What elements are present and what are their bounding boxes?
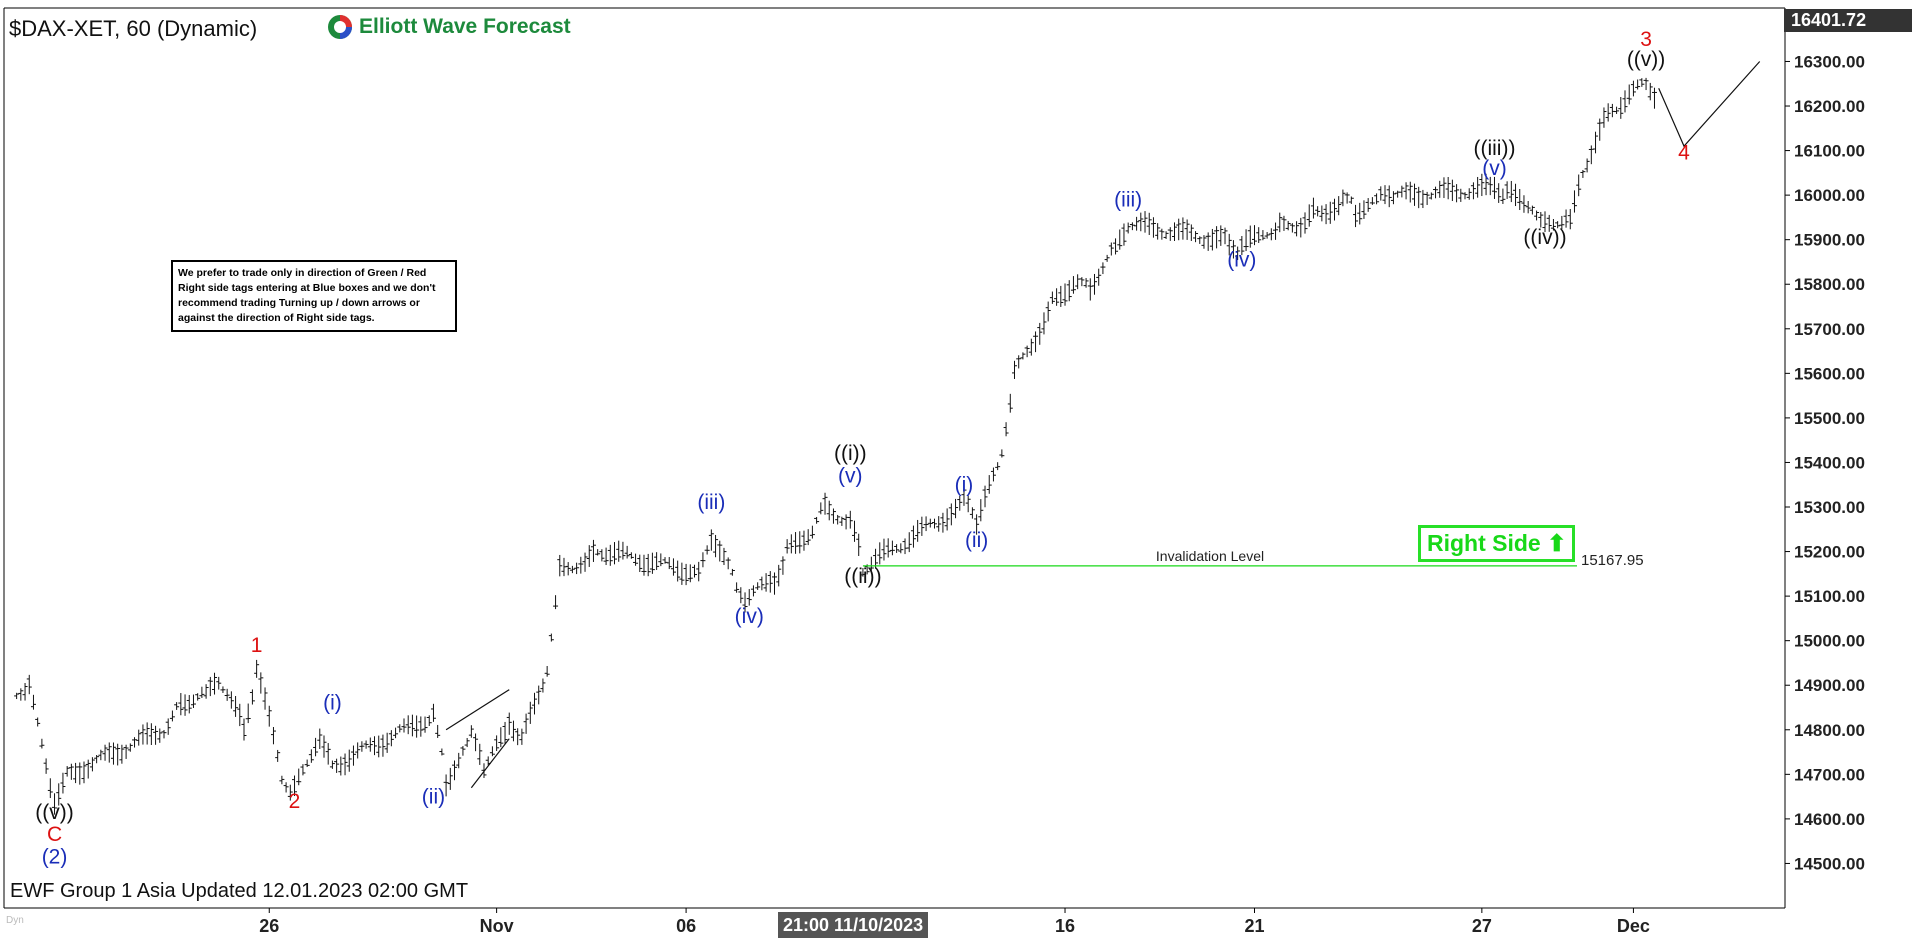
wave-labels-layer: ((v))C(2)12(i)(ii)(iii)(iv)((i))(v)((ii)… xyxy=(35,28,1690,869)
wave-label: 4 xyxy=(1678,141,1690,164)
y-tick-label: 14500.00 xyxy=(1794,854,1865,873)
wave-label: (2) xyxy=(42,845,68,868)
elliott-wave-logo-icon xyxy=(328,15,352,39)
invalidation-label: Invalidation Level xyxy=(1156,548,1264,564)
x-tick-label: 27 xyxy=(1472,916,1492,936)
y-tick-label: 16200.00 xyxy=(1794,97,1865,116)
wave-label: (ii) xyxy=(422,785,445,808)
wave-label: (i) xyxy=(955,473,974,496)
y-tick-label: 15800.00 xyxy=(1794,275,1865,294)
watermark-text: Dyn xyxy=(6,915,24,926)
x-axis-highlight: 21:00 11/10/2023 xyxy=(778,912,929,938)
wave-label: 3 xyxy=(1640,28,1652,51)
y-tick-label: 15400.00 xyxy=(1794,453,1865,472)
right-side-label: Right Side xyxy=(1427,530,1541,556)
wave-label: 1 xyxy=(251,634,263,657)
invalidation-value: 15167.95 xyxy=(1581,552,1644,569)
disclaimer-box: We prefer to trade only in direction of … xyxy=(171,260,457,332)
wave-label: (v) xyxy=(1482,157,1507,180)
wave-label: (v) xyxy=(838,465,863,488)
wave-label: C xyxy=(47,823,62,846)
wave-label: (iii) xyxy=(1114,188,1142,211)
x-tick-label: 06 xyxy=(676,916,696,936)
triangle-upper-line xyxy=(445,689,510,731)
wave-label: ((iv)) xyxy=(1523,226,1566,249)
y-tick-label: 15900.00 xyxy=(1794,231,1865,250)
y-tick-label: 14800.00 xyxy=(1794,721,1865,740)
last-price-badge: 16401.72 xyxy=(1784,9,1912,32)
y-tick-label: 16300.00 xyxy=(1794,52,1865,71)
wave-label: (ii) xyxy=(965,529,988,552)
update-footer: EWF Group 1 Asia Updated 12.01.2023 02:0… xyxy=(10,880,469,902)
triangle-lower-line xyxy=(470,738,510,789)
y-tick-label: 15700.00 xyxy=(1794,320,1865,339)
y-tick-label: 15600.00 xyxy=(1794,364,1865,383)
y-tick-label: 16000.00 xyxy=(1794,186,1865,205)
y-tick-label: 15000.00 xyxy=(1794,632,1865,651)
logo-text: Elliott Wave Forecast xyxy=(359,15,571,38)
y-tick-label: 14900.00 xyxy=(1794,676,1865,695)
x-tick-label: 16 xyxy=(1055,916,1075,936)
y-tick-label: 14700.00 xyxy=(1794,765,1865,784)
y-tick-label: 14600.00 xyxy=(1794,810,1865,829)
wave-label: (iii) xyxy=(697,491,725,514)
x-tick-label: Dec xyxy=(1617,916,1650,936)
wave-label: ((v)) xyxy=(35,801,73,824)
overlay-layer: Invalidation Level 15167.95 xyxy=(445,61,1761,789)
chart-title: $DAX-XET, 60 (Dynamic) xyxy=(9,16,258,41)
price-bars-layer xyxy=(14,77,1657,815)
right-side-tag: Right Side ⬆ xyxy=(1418,525,1576,562)
projection-path xyxy=(1658,61,1761,148)
wave-label: (iv) xyxy=(1227,248,1256,271)
wave-label: 2 xyxy=(289,790,301,813)
x-tick-label: 26 xyxy=(259,916,279,936)
wave-label: ((v)) xyxy=(1627,48,1665,71)
x-tick-label: Nov xyxy=(480,916,514,936)
wave-label: ((i)) xyxy=(834,442,867,465)
logo: Elliott Wave Forecast xyxy=(327,14,571,40)
wave-label: (i) xyxy=(323,692,342,715)
x-tick-label: 21 xyxy=(1244,916,1264,936)
y-tick-label: 15200.00 xyxy=(1794,543,1865,562)
y-tick-label: 15500.00 xyxy=(1794,409,1865,428)
wave-label: (iv) xyxy=(735,605,764,628)
wave-label: ((iii)) xyxy=(1473,137,1515,160)
axes-layer: 14500.00 14600.00 14700.00 14800.00 14900.00… xyxy=(3,7,1865,936)
y-tick-label: 15300.00 xyxy=(1794,498,1865,517)
y-tick-label: 16100.00 xyxy=(1794,142,1865,161)
y-tick-label: 15100.00 xyxy=(1794,587,1865,606)
up-arrow-icon: ⬆ xyxy=(1547,530,1567,556)
wave-label: ((ii)) xyxy=(844,565,881,588)
